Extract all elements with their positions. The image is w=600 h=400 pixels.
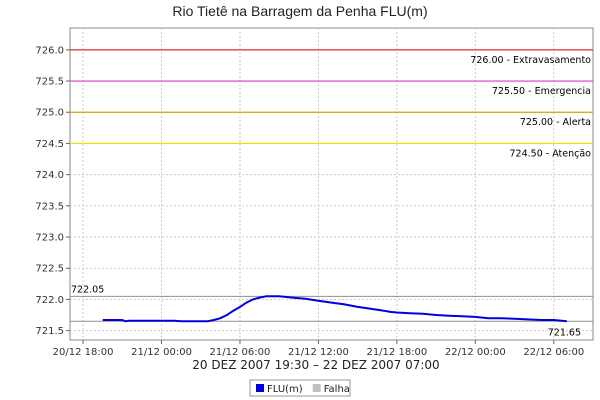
legend-swatch <box>256 384 264 392</box>
y-tick-label: 725.5 <box>35 77 64 88</box>
reference-line-label: 725.50 - Emergencia <box>492 86 591 97</box>
y-tick-label: 724.0 <box>35 170 64 181</box>
legend-box <box>249 379 351 397</box>
legend-label: Falha <box>324 384 350 395</box>
x-tick-label: 22/12 06:00 <box>523 347 584 358</box>
y-tick-label: 723.0 <box>35 233 64 244</box>
y-tick-label: 722.0 <box>35 295 64 306</box>
x-tick-label: 20/12 18:00 <box>53 347 114 358</box>
x-tick-label: 21/12 06:00 <box>210 347 271 358</box>
x-tick-label: 21/12 12:00 <box>288 347 349 358</box>
y-axis: 721.5 722.0 722.5 723.0 723.5 724.0 724.5 725.0… <box>35 45 70 337</box>
series-layer <box>102 295 567 323</box>
chart-title: Rio Tietê na Barragem da Penha FLU(m) <box>172 3 427 19</box>
plot-frame <box>69 27 594 341</box>
reference-line-label: 724.50 - Atenção <box>510 148 592 159</box>
period-label: 20 DEZ 2007 19:30 – 22 DEZ 2007 07:00 <box>192 358 439 372</box>
y-tick-label: 723.5 <box>35 201 64 212</box>
x-tick-label: 21/12 00:00 <box>131 347 192 358</box>
reference-lines: 726.00 - Extravasamento 725.50 - Emergenc… <box>70 49 593 159</box>
series-line <box>102 295 567 323</box>
max-value-label: 722.05 <box>71 284 104 295</box>
y-tick-label: 722.5 <box>35 264 64 275</box>
y-tick-label: 726.0 <box>35 45 64 56</box>
y-tick-label: 724.5 <box>35 139 64 150</box>
y-tick-label: 721.5 <box>35 326 64 337</box>
legend: FLU(m) Falha <box>249 379 351 397</box>
y-tick-label: 725.0 <box>35 108 64 119</box>
x-axis: 20/12 18:00 21/12 00:00 21/12 06:00 21/12 1… <box>53 340 584 358</box>
min-value-label: 721.65 <box>548 327 581 338</box>
legend-swatch <box>312 384 321 392</box>
legend-label: FLU(m) <box>267 384 303 395</box>
plot-area <box>69 27 594 341</box>
x-tick-label: 22/12 00:00 <box>445 347 506 358</box>
reference-line-label: 726.00 - Extravasamento <box>470 55 591 66</box>
x-tick-label: 21/12 18:00 <box>366 347 427 358</box>
reference-line-label: 725.00 - Alerta <box>520 117 591 128</box>
